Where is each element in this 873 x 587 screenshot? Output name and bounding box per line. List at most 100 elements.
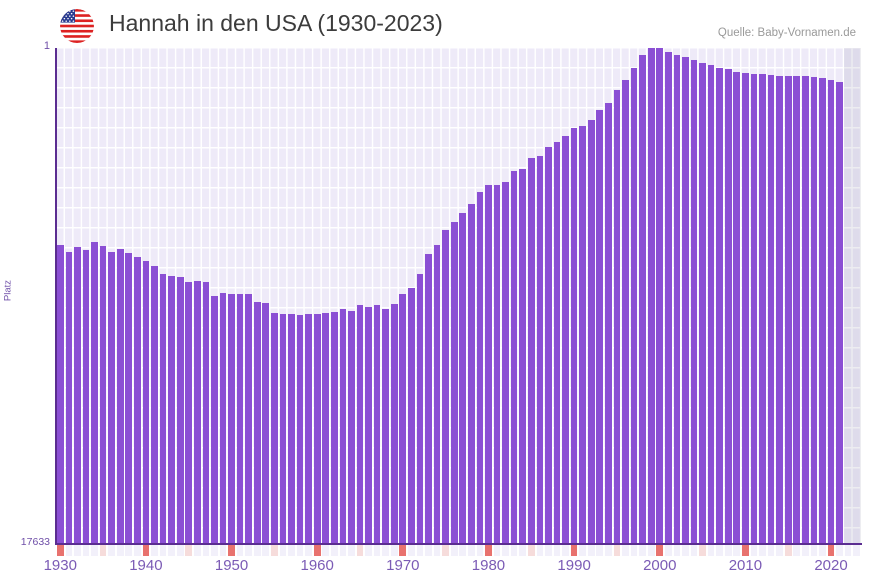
x-tick-marker	[433, 545, 441, 556]
x-tick-marker	[784, 545, 792, 556]
x-tick-marker	[202, 545, 210, 556]
x-tick-marker-major	[656, 545, 664, 556]
x-tick-marker	[596, 545, 604, 556]
bar	[211, 296, 218, 544]
bar	[356, 305, 364, 544]
bar	[784, 76, 792, 544]
bar-series	[56, 48, 861, 544]
bar	[151, 266, 158, 544]
bar	[827, 80, 835, 544]
bar	[330, 312, 338, 544]
bar	[793, 76, 801, 544]
bar	[348, 311, 355, 544]
bar	[493, 185, 501, 544]
bar	[365, 307, 372, 544]
bar	[82, 250, 90, 544]
bar	[219, 293, 227, 544]
x-tick-marker	[682, 545, 689, 556]
x-tick-marker	[408, 545, 415, 556]
bar	[836, 82, 843, 544]
x-tick-marker	[91, 545, 98, 556]
x-tick-marker	[733, 545, 741, 556]
bar	[253, 302, 261, 544]
x-tick-marker	[262, 545, 270, 556]
bar	[382, 309, 390, 544]
bar	[74, 247, 81, 544]
bar	[116, 249, 124, 544]
x-tick-marker-major	[142, 545, 150, 556]
no-data-region	[843, 48, 861, 544]
x-tick-marker-major	[742, 545, 749, 556]
x-tick-marker	[776, 545, 783, 556]
x-tick-marker	[116, 545, 124, 556]
bar	[99, 246, 107, 544]
x-tick-marker	[288, 545, 295, 556]
x-axis-tick-label: 1990	[557, 557, 591, 574]
x-tick-marker	[459, 545, 467, 556]
x-tick-marker	[356, 545, 364, 556]
x-tick-marker	[690, 545, 698, 556]
bar	[193, 281, 201, 544]
x-tick-marker	[801, 545, 809, 556]
bar	[399, 294, 407, 544]
x-tick-marker	[476, 545, 484, 556]
x-tick-marker	[65, 545, 73, 556]
us-flag-icon	[60, 9, 94, 43]
x-axis-tick-label: 2020	[814, 557, 848, 574]
x-tick-marker	[716, 545, 724, 556]
bar	[502, 182, 509, 544]
bar	[168, 276, 175, 544]
x-tick-marker	[296, 545, 304, 556]
x-tick-marker	[134, 545, 141, 556]
bar	[390, 304, 398, 544]
bar	[664, 52, 672, 544]
chart-header: Hannah in den USA (1930-2023) Quelle: Ba…	[0, 0, 873, 44]
x-tick-marker	[219, 545, 227, 556]
x-tick-marker	[279, 545, 287, 556]
bar	[476, 192, 484, 544]
source-attribution: Quelle: Baby-Vornamen.de	[717, 27, 856, 39]
x-tick-marker	[519, 545, 527, 556]
bar	[767, 75, 775, 544]
bar	[733, 72, 741, 544]
bar	[468, 204, 475, 544]
y-axis-bottom-label: 17633	[20, 536, 50, 548]
x-tick-marker-major	[827, 545, 835, 556]
x-tick-marker-major	[228, 545, 235, 556]
bar	[185, 282, 193, 544]
x-axis-line	[55, 543, 862, 545]
bar	[271, 313, 278, 544]
x-tick-marker	[365, 545, 372, 556]
x-tick-marker	[622, 545, 629, 556]
bar	[425, 254, 432, 544]
bar	[339, 309, 347, 544]
x-tick-marker	[587, 545, 595, 556]
bar	[724, 69, 732, 544]
x-tick-marker	[493, 545, 501, 556]
bar	[442, 230, 449, 544]
x-tick-marker	[536, 545, 544, 556]
x-axis-tick-label: 1980	[471, 557, 506, 574]
x-tick-marker	[330, 545, 338, 556]
bar	[459, 213, 467, 544]
bar	[510, 171, 518, 544]
x-tick-marker-major	[570, 545, 578, 556]
bar	[622, 80, 629, 544]
bar	[699, 63, 706, 544]
page-title: Hannah in den USA (1930-2023)	[109, 10, 443, 36]
x-tick-marker	[108, 545, 115, 556]
x-tick-marker	[468, 545, 475, 556]
bar	[125, 253, 133, 544]
x-axis-tick-label: 2000	[643, 557, 677, 574]
bar	[236, 294, 244, 544]
bar	[656, 48, 664, 544]
x-tick-marker	[724, 545, 732, 556]
x-tick-marker	[253, 545, 261, 556]
x-tick-marker	[211, 545, 218, 556]
bar	[519, 169, 527, 544]
x-tick-marker	[707, 545, 715, 556]
bar	[536, 156, 544, 544]
bar	[296, 315, 304, 544]
bar	[596, 110, 604, 544]
bar	[65, 252, 73, 544]
